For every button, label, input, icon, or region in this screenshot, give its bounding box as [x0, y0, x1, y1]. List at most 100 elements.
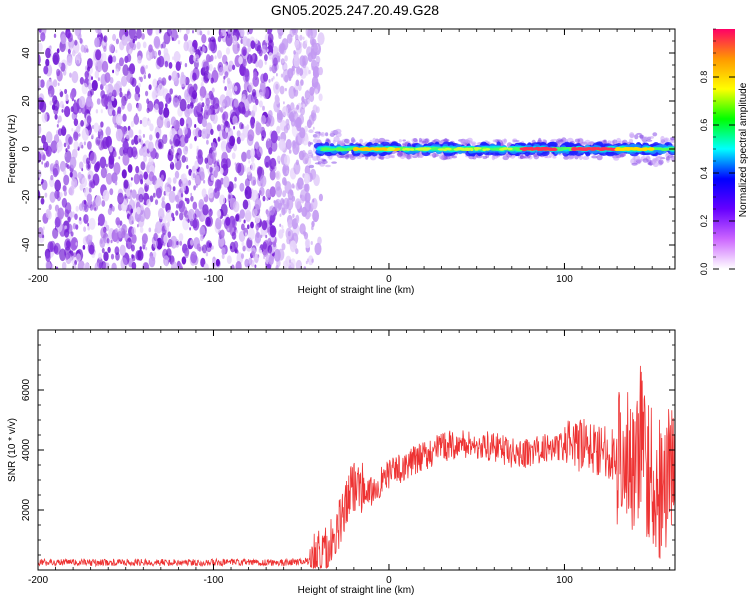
heatmap-cell: [215, 217, 222, 230]
heatmap-cell: [197, 154, 204, 165]
heatmap-cell: [115, 228, 118, 234]
heatmap-cell: [157, 49, 162, 56]
heatmap-cell: [250, 176, 257, 186]
heatmap-cell: [141, 116, 148, 128]
heatmap-cell: [171, 70, 178, 82]
heatmap-cell: [70, 106, 74, 113]
heatmap-cell: [267, 245, 273, 254]
heatmap-cell: [188, 86, 195, 97]
heatmap-cell: [210, 128, 214, 135]
heatmap-cell: [165, 103, 168, 108]
heatmap-cell: [138, 129, 142, 135]
heatmap-cell: [250, 221, 254, 229]
heatmap-cell: [582, 156, 590, 160]
heatmap-cell: [75, 242, 78, 246]
heatmap-cell: [309, 142, 313, 145]
heatmap-cell: [100, 135, 104, 141]
heatmap-cell: [671, 156, 675, 162]
heatmap-cell: [228, 127, 231, 132]
heatmap-cell: [255, 122, 262, 133]
heatmap-cell: [74, 39, 78, 46]
heatmap-cell: [409, 148, 415, 151]
heatmap-cell: [95, 49, 102, 61]
heatmap-cell: [219, 229, 225, 239]
heatmap-cell: [96, 98, 101, 105]
heatmap-cell: [187, 179, 192, 186]
x-tick-label: 100: [556, 274, 573, 285]
heatmap-cell: [309, 213, 312, 217]
heatmap-cell: [136, 41, 141, 50]
heatmap-cell: [172, 186, 176, 192]
heatmap-cell: [69, 91, 75, 100]
spectrogram-xlabel: Height of straight line (km): [298, 285, 415, 296]
heatmap-cell: [322, 147, 331, 150]
heatmap-cell: [152, 78, 158, 88]
heatmap-cell: [71, 71, 79, 84]
heatmap-cell: [248, 160, 251, 164]
heatmap-cell: [192, 219, 198, 228]
spectrogram-ylabel: Frequency (Hz): [7, 115, 18, 184]
heatmap-cell: [175, 61, 181, 71]
heatmap-cell: [652, 132, 658, 137]
x-tick-label: 0: [386, 274, 392, 285]
heatmap-cell: [344, 154, 349, 160]
heatmap-cell: [111, 205, 115, 212]
heatmap-cell: [289, 240, 297, 253]
heatmap-cell: [258, 49, 263, 57]
heatmap-cell: [277, 202, 282, 210]
heatmap-cell: [285, 139, 292, 150]
heatmap-cell: [105, 172, 113, 185]
heatmap-cell: [255, 89, 260, 98]
heatmap-cell: [574, 138, 581, 143]
heatmap-cell: [262, 105, 265, 111]
heatmap-cell: [220, 32, 223, 38]
heatmap-cell: [157, 83, 165, 97]
heatmap-cell: [321, 149, 326, 151]
heatmap-cell: [170, 147, 175, 155]
heatmap-cell: [239, 182, 245, 192]
heatmap-cell: [241, 223, 245, 231]
y-tick-label: 4000: [21, 438, 32, 461]
heatmap-cell: [235, 229, 238, 234]
heatmap-cell: [274, 165, 277, 171]
heatmap-cell: [179, 212, 184, 221]
heatmap-cell: [137, 224, 139, 228]
heatmap-cell: [88, 130, 91, 134]
heatmap-cell: [373, 148, 378, 151]
heatmap-cell: [161, 200, 166, 209]
heatmap-cell: [45, 58, 50, 67]
heatmap-cell: [288, 85, 296, 99]
heatmap-cell: [596, 154, 603, 161]
heatmap-cell: [248, 192, 252, 199]
heatmap-cell: [45, 208, 51, 219]
heatmap-cell: [631, 162, 638, 166]
heatmap-cell: [286, 170, 289, 175]
heatmap-cell: [330, 130, 335, 137]
heatmap-cell: [166, 248, 172, 258]
heatmap-cell: [296, 217, 300, 224]
heatmap-cell: [163, 242, 166, 247]
heatmap-cell: [70, 231, 74, 237]
heatmap-cell: [204, 157, 209, 164]
heatmap-cell: [133, 134, 139, 145]
heatmap-cell: [115, 128, 123, 142]
heatmap-cell: [233, 125, 236, 130]
heatmap-cell: [64, 153, 67, 158]
heatmap-cell: [224, 71, 229, 78]
heatmap-cell: [216, 124, 221, 132]
heatmap-cell: [77, 171, 82, 179]
heatmap-cell: [147, 54, 150, 59]
y-tick-label: -20: [21, 189, 32, 204]
y-tick-label: 6000: [21, 378, 32, 401]
heatmap-cell: [162, 41, 166, 49]
heatmap-cell: [212, 97, 220, 110]
heatmap-cell: [151, 89, 158, 101]
heatmap-cell: [203, 109, 210, 120]
heatmap-cell: [183, 33, 188, 42]
heatmap-cell: [148, 156, 154, 166]
heatmap-cell: [312, 198, 315, 203]
heatmap-cell: [233, 183, 237, 189]
heatmap-cell: [184, 106, 191, 118]
heatmap-cell: [157, 77, 163, 86]
heatmap-cell: [87, 225, 90, 231]
